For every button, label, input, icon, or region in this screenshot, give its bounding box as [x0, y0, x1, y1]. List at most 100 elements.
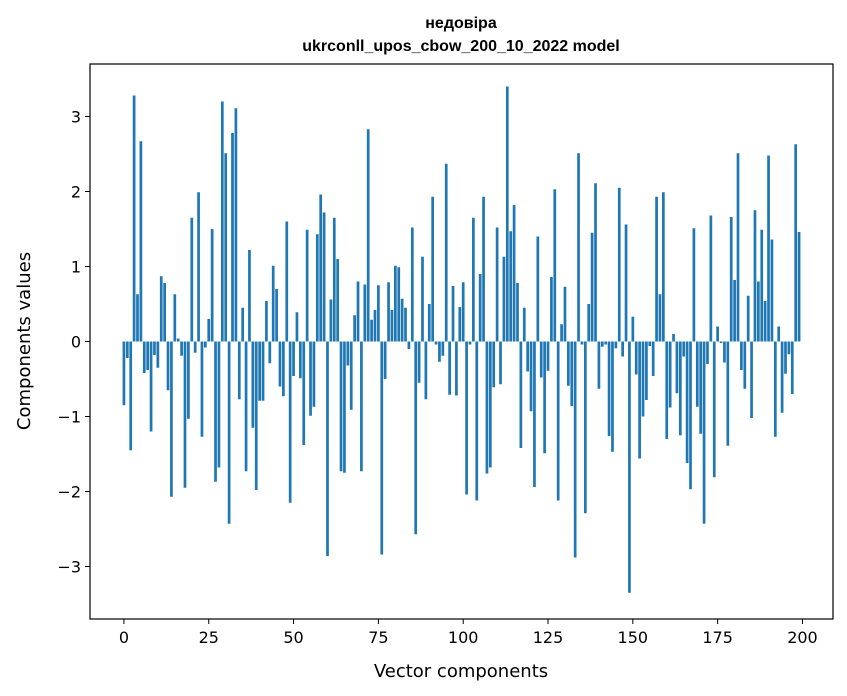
bar: [492, 341, 496, 388]
bar: [455, 341, 458, 396]
bar: [526, 341, 530, 372]
bar: [763, 301, 767, 342]
x-axis-label: Vector components: [374, 661, 548, 682]
bar: [441, 341, 445, 356]
bar: [512, 205, 516, 342]
chart-title: недовіра: [425, 15, 497, 32]
bar: [292, 341, 295, 376]
bar: [678, 341, 682, 436]
bar: [383, 341, 387, 379]
bar: [740, 341, 743, 370]
bar: [193, 341, 197, 353]
bar: [495, 227, 499, 342]
x-tick-label: 75: [368, 628, 388, 647]
bar: [706, 341, 709, 364]
bar: [414, 341, 418, 535]
bar: [502, 256, 506, 342]
bar: [254, 341, 258, 490]
bar: [122, 341, 126, 406]
bar: [672, 334, 675, 342]
bar: [244, 341, 248, 472]
bar: [214, 341, 217, 482]
y-tick-label: 3: [71, 108, 81, 127]
bar: [363, 284, 367, 342]
bar: [366, 129, 370, 342]
bar: [220, 101, 224, 342]
bar: [790, 341, 794, 394]
y-tick-label: 0: [71, 333, 81, 352]
y-tick-label: 2: [71, 183, 81, 202]
bar: [427, 304, 431, 342]
bar: [716, 326, 720, 342]
bar: [634, 341, 638, 375]
bar: [662, 192, 665, 342]
bar: [149, 341, 153, 432]
bar: [207, 319, 211, 342]
bar: [200, 341, 204, 437]
bar: [478, 274, 482, 342]
bar: [617, 187, 621, 342]
bar: [709, 215, 713, 342]
bar: [302, 341, 306, 445]
bar: [173, 294, 177, 342]
bar: [407, 341, 411, 349]
bar: [607, 341, 611, 436]
bar: [560, 324, 563, 342]
bar: [668, 341, 672, 408]
bar: [621, 341, 625, 357]
bar: [203, 341, 207, 348]
bar: [580, 341, 584, 345]
bar: [645, 341, 648, 400]
bar: [309, 341, 312, 416]
bar: [197, 192, 200, 342]
bar: [611, 341, 614, 452]
plot-frame: [89, 63, 834, 620]
bar: [326, 341, 329, 556]
bar: [702, 341, 706, 524]
x-tick-label: 0: [119, 628, 129, 647]
bar: [217, 341, 221, 468]
bar: [777, 326, 781, 342]
bar: [614, 341, 618, 349]
bar: [712, 341, 716, 478]
x-tick-label: 50: [283, 628, 303, 647]
bar: [624, 224, 628, 342]
bar: [794, 144, 798, 342]
bar: [505, 86, 509, 342]
bar: [465, 341, 468, 495]
bar: [237, 341, 241, 400]
bar: [682, 341, 686, 357]
y-axis-label: Components values: [14, 252, 35, 430]
bar: [261, 341, 265, 401]
bar: [567, 341, 570, 386]
bar: [767, 155, 770, 342]
bar: [546, 341, 550, 371]
y-tick-label: 1: [71, 258, 81, 277]
bar: [285, 221, 289, 342]
bar: [288, 341, 292, 503]
bar: [434, 341, 438, 345]
x-tick-label: 175: [702, 628, 733, 647]
bar: [488, 341, 492, 468]
bar: [451, 286, 455, 342]
bar: [156, 341, 160, 368]
bar: [773, 341, 777, 437]
bar: [393, 265, 397, 342]
bar: [797, 232, 801, 342]
y-axis-ticks: −3 −2 −1 0 1 2 3: [57, 108, 90, 577]
bar: [224, 153, 228, 342]
bar: [397, 267, 401, 342]
bar: [353, 315, 356, 342]
bar: [583, 341, 587, 514]
bar: [573, 341, 577, 558]
bar: [349, 341, 353, 410]
x-tick-label: 200: [787, 628, 818, 647]
bar: [539, 341, 543, 378]
bar: [448, 341, 451, 395]
bar: [346, 341, 350, 366]
bar: [183, 341, 187, 488]
bar: [641, 341, 645, 417]
bar: [421, 256, 424, 342]
